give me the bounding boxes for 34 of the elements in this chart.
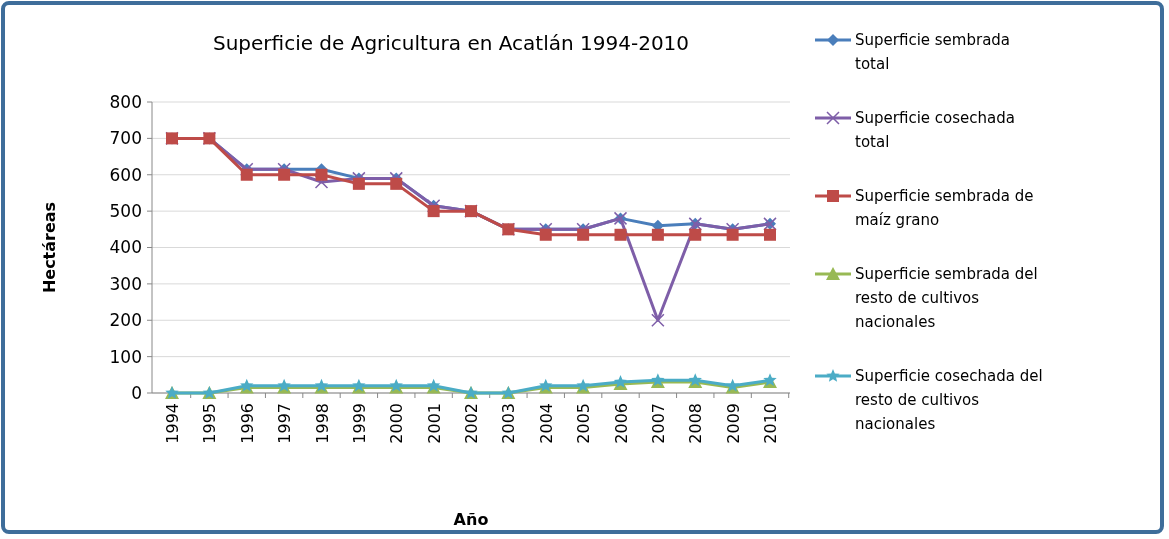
x-tick-label: 2009 [723, 403, 743, 444]
y-tick-label: 200 [109, 310, 142, 331]
x-tick-label: 1995 [200, 403, 220, 444]
y-axis-title: Hectáreas [40, 201, 59, 294]
legend-label: Superficie cosechada del resto de cultivos nacionales [855, 367, 1043, 434]
x-tick-label: 2005 [574, 403, 594, 444]
legend-label: Superficie cosechada total [855, 109, 1015, 152]
y-tick-label: 300 [109, 273, 142, 294]
x-axis-title: Año [453, 510, 489, 529]
y-tick-label: 100 [109, 346, 142, 367]
x-tick-label: 2004 [536, 403, 556, 444]
y-tick-label: 600 [109, 164, 142, 185]
x-tick-label: 2001 [424, 403, 444, 444]
x-tick-label: 1999 [349, 403, 369, 444]
legend-label: Superficie sembrada de maíz grano [855, 187, 1034, 230]
x-tick-label: 2002 [462, 403, 481, 444]
x-tick-label: 2000 [387, 403, 407, 444]
legend-label: Superficie sembrada del resto de cultivos nacionales [855, 265, 1038, 332]
x-tick-label: 1994 [163, 403, 182, 444]
x-tick-label: 1998 [312, 403, 332, 444]
x-tick-label: 1996 [237, 403, 257, 444]
y-tick-label: 700 [109, 128, 142, 149]
x-tick-label: 1997 [275, 403, 295, 444]
x-tick-label: 2007 [648, 403, 668, 444]
x-tick-label: 2006 [611, 403, 631, 444]
legend-label: Superficie sembrada total [855, 31, 1011, 74]
y-tick-label: 0 [131, 382, 142, 403]
x-tick-label: 2010 [761, 403, 780, 444]
y-tick-label: 400 [109, 237, 142, 258]
y-tick-label: 800 [109, 91, 142, 112]
y-tick-label: 500 [109, 201, 142, 222]
chart-title: Superficie de Agricultura en Acatlán 1994-2010 [212, 31, 690, 55]
x-tick-label: 2003 [499, 403, 519, 444]
x-tick-label: 2008 [686, 403, 706, 444]
